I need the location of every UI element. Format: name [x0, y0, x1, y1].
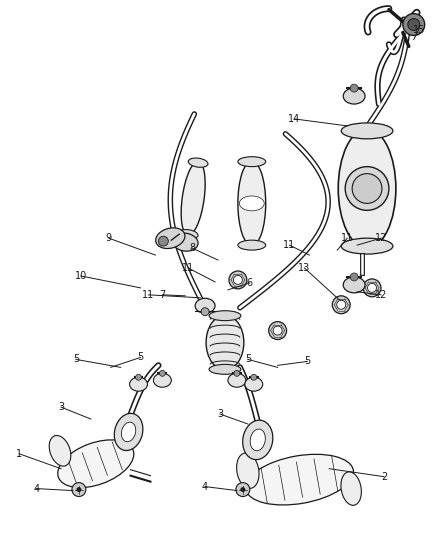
Ellipse shape [243, 420, 273, 459]
Text: 5: 5 [245, 354, 251, 365]
Ellipse shape [121, 422, 136, 442]
Text: 10: 10 [75, 271, 87, 281]
Ellipse shape [49, 435, 71, 466]
Circle shape [229, 271, 247, 289]
Circle shape [236, 482, 250, 497]
Circle shape [332, 296, 350, 314]
Ellipse shape [195, 298, 215, 313]
Ellipse shape [352, 174, 382, 204]
Text: 5: 5 [138, 352, 144, 362]
Text: 4: 4 [202, 482, 208, 491]
Ellipse shape [155, 228, 185, 248]
Text: 1: 1 [16, 449, 22, 459]
Ellipse shape [238, 161, 266, 246]
Text: 12: 12 [375, 290, 387, 300]
Ellipse shape [341, 238, 393, 254]
Circle shape [76, 487, 81, 492]
Ellipse shape [178, 230, 198, 239]
Ellipse shape [238, 157, 266, 167]
Ellipse shape [181, 161, 205, 236]
Text: 5: 5 [73, 354, 79, 365]
Text: 15: 15 [413, 25, 425, 35]
Circle shape [268, 321, 286, 340]
Text: 11: 11 [283, 240, 296, 250]
Ellipse shape [188, 158, 208, 167]
Ellipse shape [338, 129, 396, 248]
Circle shape [251, 374, 257, 380]
Text: 11: 11 [341, 233, 353, 243]
Ellipse shape [341, 472, 361, 505]
Circle shape [273, 326, 282, 335]
Circle shape [337, 300, 346, 309]
Ellipse shape [238, 240, 266, 250]
Text: 6: 6 [247, 278, 253, 288]
Ellipse shape [173, 233, 198, 251]
Ellipse shape [341, 123, 393, 139]
Circle shape [403, 14, 425, 36]
Circle shape [72, 482, 86, 497]
Ellipse shape [343, 277, 365, 293]
Text: 9: 9 [106, 233, 112, 243]
Text: 3: 3 [217, 409, 223, 419]
Text: 5: 5 [304, 357, 311, 366]
Ellipse shape [153, 373, 171, 387]
Text: 11: 11 [142, 290, 155, 300]
Ellipse shape [237, 453, 259, 488]
Ellipse shape [114, 414, 143, 450]
Text: 13: 13 [298, 263, 311, 273]
Circle shape [135, 374, 141, 380]
Text: 7: 7 [159, 290, 166, 300]
Text: 11: 11 [182, 263, 194, 273]
Circle shape [159, 236, 168, 246]
Ellipse shape [345, 167, 389, 211]
Text: 8: 8 [189, 243, 195, 253]
Circle shape [350, 84, 358, 92]
Ellipse shape [343, 88, 365, 104]
Circle shape [159, 370, 165, 376]
Ellipse shape [240, 196, 264, 211]
Text: 2: 2 [381, 472, 387, 482]
Text: 3: 3 [58, 402, 64, 412]
Ellipse shape [250, 429, 265, 451]
Circle shape [234, 370, 240, 376]
Ellipse shape [206, 315, 244, 370]
Ellipse shape [246, 454, 353, 505]
Circle shape [240, 487, 245, 492]
Circle shape [363, 279, 381, 297]
Ellipse shape [58, 440, 134, 488]
Ellipse shape [209, 311, 241, 321]
Text: 4: 4 [33, 483, 39, 494]
Circle shape [408, 19, 420, 30]
Ellipse shape [130, 377, 148, 391]
Circle shape [201, 308, 209, 316]
Circle shape [350, 273, 358, 281]
Circle shape [367, 284, 377, 292]
Text: 14: 14 [288, 114, 300, 124]
Ellipse shape [228, 373, 246, 387]
Ellipse shape [209, 365, 241, 374]
Text: 12: 12 [375, 233, 387, 243]
Ellipse shape [245, 377, 263, 391]
Circle shape [233, 276, 242, 285]
